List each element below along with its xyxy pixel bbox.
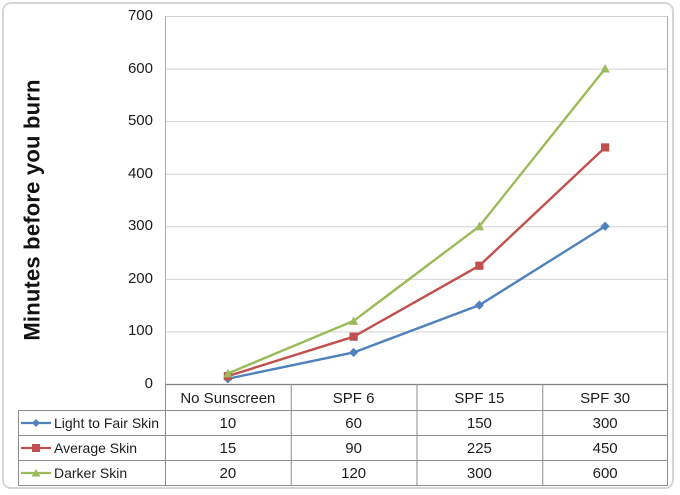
series-name-label: Average Skin (54, 440, 138, 456)
table-value-cell: 20 (219, 464, 237, 482)
series-name-label: Darker Skin (54, 465, 128, 481)
legend-key-triangle-icon (21, 469, 51, 477)
marker-triangle-SPF 30 (600, 63, 610, 73)
table-value-cell: 300 (466, 464, 492, 482)
series-name-label: Light to Fair Skin (54, 415, 160, 431)
table-value-cell: 120 (341, 464, 367, 482)
y-axis-tick-label: 600 (127, 59, 153, 77)
triangle-marker-icon (31, 469, 41, 477)
y-axis-tick-label: 700 (127, 7, 153, 24)
table-value-cell: 225 (466, 439, 492, 457)
marker-diamond-SPF 6 (349, 347, 359, 358)
table-value-cell: 300 (592, 414, 618, 432)
table-value-cell: 450 (592, 439, 618, 457)
marker-triangle-No Sunscreen (223, 368, 233, 378)
table-value-cell: 90 (345, 439, 362, 457)
table-header-cell: No Sunscreen (180, 389, 276, 407)
legend-key-diamond-icon (21, 419, 51, 427)
legend-key-square-icon (21, 444, 51, 452)
marker-triangle-SPF 6 (349, 316, 359, 325)
table-header-cell: SPF 15 (454, 389, 505, 407)
y-axis-title-text: Minutes before you burn (20, 79, 45, 341)
table-value-cell: 150 (466, 414, 492, 432)
table-row-legend: Average Skin (18, 436, 165, 460)
series-line-square (226, 146, 607, 378)
table-row-legend: Light to Fair Skin (18, 411, 165, 435)
table-row-legend: Darker Skin (18, 461, 165, 485)
marker-square-SPF 6 (349, 332, 358, 341)
y-axis-tick-label: 300 (127, 217, 153, 235)
y-axis-tick-label: 100 (127, 322, 153, 340)
marker-diamond-SPF 15 (474, 300, 484, 310)
marker-square-SPF 15 (475, 261, 484, 270)
table-header-cell: SPF 30 (580, 389, 631, 407)
series-line-triangle (226, 67, 607, 375)
marker-square-SPF 30 (601, 143, 610, 152)
table-header-cell: SPF 6 (332, 389, 375, 407)
diamond-marker-icon (32, 419, 40, 427)
y-axis-tick-label: 500 (127, 112, 153, 130)
marker-diamond-SPF 30 (600, 221, 610, 231)
square-marker-icon (32, 444, 40, 452)
table-value-cell: 10 (219, 414, 237, 432)
series-line-diamond (226, 225, 607, 380)
table-value-cell: 600 (592, 464, 618, 482)
marker-triangle-SPF 15 (474, 221, 484, 231)
y-axis-tick-label: 0 (144, 375, 153, 392)
y-axis-tick-label: 200 (127, 269, 153, 287)
table-value-cell: 15 (219, 439, 237, 457)
y-axis-tick-label: 400 (127, 164, 153, 182)
table-value-cell: 60 (345, 414, 362, 432)
y-axis-title: Minutes before you burn (12, 0, 54, 420)
